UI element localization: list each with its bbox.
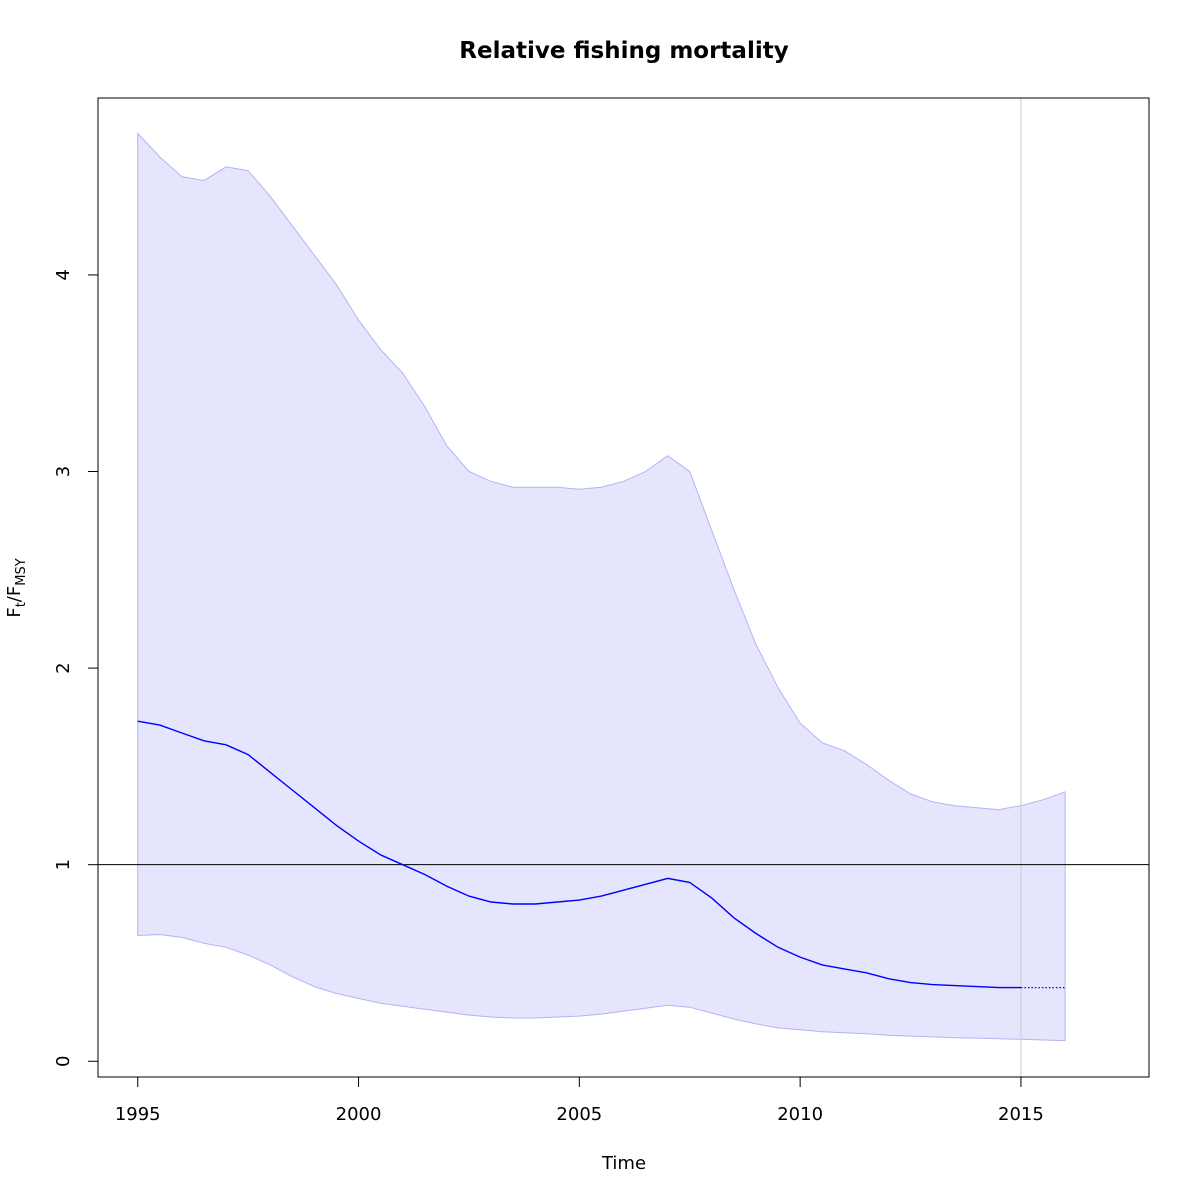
y-tick-label: 4 — [53, 269, 74, 280]
x-axis: 1995 2000 2005 2010 2015 — [115, 1076, 1044, 1125]
y-label-sub-t: t — [14, 602, 29, 607]
x-tick-label: 2010 — [777, 1104, 823, 1125]
y-tick-label: 1 — [53, 859, 74, 870]
estimate-line — [137, 720, 1021, 989]
y-label-slash: / — [4, 595, 25, 602]
y-tick-label: 2 — [53, 662, 74, 673]
y-label-sub-msy: MSY — [14, 558, 29, 585]
y-label-f: F — [4, 607, 25, 617]
y-axis: 0 1 2 3 4 — [53, 269, 99, 1067]
x-tick-label: 2015 — [998, 1104, 1044, 1125]
x-tick-label: 2000 — [336, 1104, 382, 1125]
y-tick-label: 0 — [53, 1056, 74, 1067]
confidence-band — [137, 132, 1066, 1042]
chart-title: Relative fishing mortality — [459, 38, 788, 64]
plot-area — [97, 97, 1150, 1078]
y-tick-label: 3 — [53, 466, 74, 477]
x-axis-label: Time — [601, 1153, 646, 1174]
y-axis-label: Ft/FMSY — [4, 558, 29, 617]
x-tick-label: 2005 — [556, 1104, 602, 1125]
x-tick-label: 1995 — [115, 1104, 161, 1125]
y-label-f2: F — [4, 586, 25, 596]
